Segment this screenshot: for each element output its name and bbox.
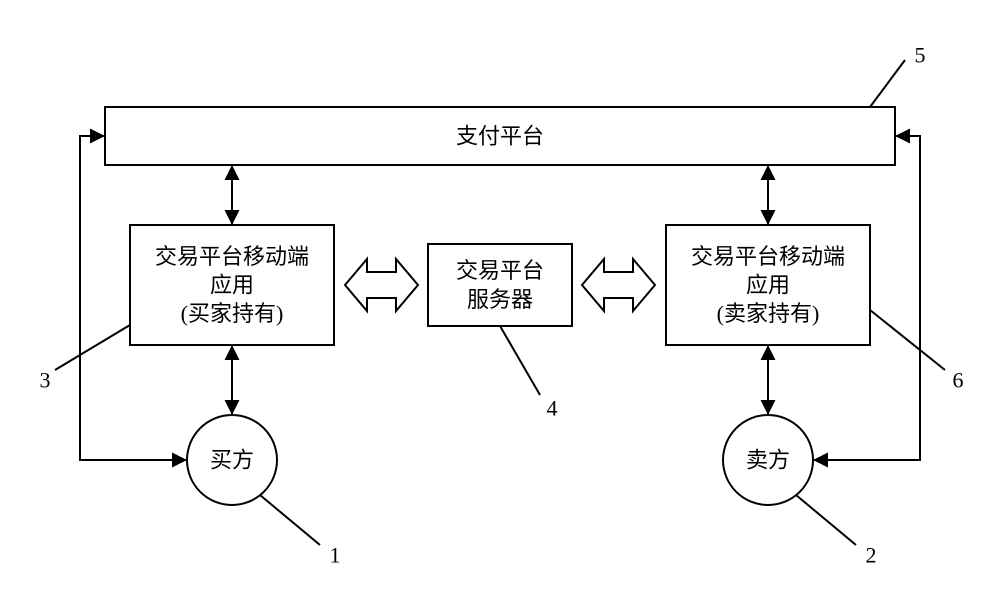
leader-lead-2 [796, 495, 856, 545]
leader-lead-6 [870, 310, 945, 370]
arrow-buyer-pay [80, 136, 187, 460]
node-server [428, 244, 572, 326]
callout-n5: 5 [915, 43, 926, 68]
leader-lead-3 [55, 325, 130, 370]
label-buyer_app-line0: 交易平台移动端 [155, 244, 309, 269]
leader-lead-5 [870, 60, 905, 107]
label-buyer_app-line1: 应用 [210, 273, 254, 298]
diagram-canvas: 支付平台交易平台移动端应用(买家持有)交易平台服务器交易平台移动端应用(卖家持有… [0, 0, 1000, 603]
labels-layer: 支付平台交易平台移动端应用(买家持有)交易平台服务器交易平台移动端应用(卖家持有… [155, 124, 845, 473]
callout-n2: 2 [866, 543, 877, 568]
callout-n4: 4 [547, 396, 558, 421]
label-buyer_app-line2: (买家持有) [181, 301, 284, 326]
leader-lead-4 [500, 326, 540, 395]
label-server-line1: 服务器 [467, 287, 533, 312]
block-arrow-server-sellerapp [582, 259, 655, 311]
block-arrow-buyerapp-server [345, 259, 418, 311]
label-seller_app-line2: (卖家持有) [717, 301, 820, 326]
label-seller_app-line0: 交易平台移动端 [691, 244, 845, 269]
label-server-line0: 交易平台 [456, 258, 544, 283]
label-buyer: 买方 [210, 448, 254, 473]
callout-n1: 1 [330, 543, 341, 568]
label-seller_app-line1: 应用 [746, 273, 790, 298]
arrow-seller-pay [813, 136, 920, 460]
label-seller: 卖方 [746, 448, 790, 473]
callout-n3: 3 [40, 368, 51, 393]
leader-lead-1 [260, 495, 320, 545]
callout-n6: 6 [953, 368, 964, 393]
label-payment_platform-line0: 支付平台 [456, 124, 544, 149]
